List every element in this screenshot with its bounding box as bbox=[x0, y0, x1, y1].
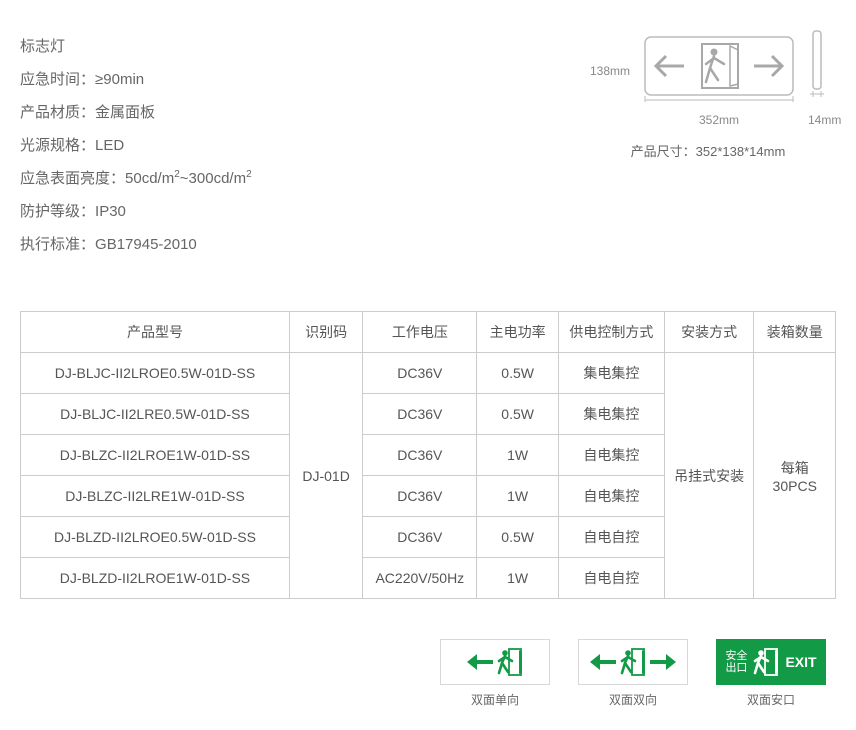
product-title: 标志灯 bbox=[20, 30, 252, 63]
cell-ctrl: 集电集控 bbox=[558, 353, 664, 394]
th-ctrl: 供电控制方式 bbox=[558, 312, 664, 353]
depth-dim-label: 14mm bbox=[808, 113, 826, 127]
cell-power: 0.5W bbox=[477, 394, 559, 435]
variant-list: 双面单向 双面双向 安全出口 EXIT 双面安口 bbox=[20, 639, 836, 708]
variant-label: 双面双向 bbox=[578, 691, 688, 708]
cell-model: DJ-BLZC-II2LROE1W-01D-SS bbox=[21, 435, 290, 476]
th-model: 产品型号 bbox=[21, 312, 290, 353]
variant-sign-icon bbox=[440, 639, 550, 685]
cell-voltage: DC36V bbox=[363, 353, 477, 394]
spec-line: 应急时间：≥90min bbox=[20, 63, 252, 96]
cell-ctrl: 集电集控 bbox=[558, 394, 664, 435]
spec-list: 标志灯 应急时间：≥90min 产品材质：金属面板 光源规格：LED 应急表面亮… bbox=[20, 30, 252, 261]
width-dim-label: 352mm bbox=[644, 113, 794, 127]
cell-voltage: DC36V bbox=[363, 394, 477, 435]
cell-install: 吊挂式安装 bbox=[664, 353, 754, 599]
variant-sign-icon: 安全出口 EXIT bbox=[716, 639, 826, 685]
product-table: 产品型号 识别码 工作电压 主电功率 供电控制方式 安装方式 装箱数量 DJ-B… bbox=[20, 311, 836, 599]
cell-power: 1W bbox=[477, 435, 559, 476]
dimension-diagram: 138mm bbox=[590, 30, 826, 160]
product-dims-text: 产品尺寸：352*138*14mm bbox=[590, 141, 826, 160]
th-idcode: 识别码 bbox=[289, 312, 362, 353]
cell-packing: 每箱30PCS bbox=[754, 353, 836, 599]
depth-side-icon bbox=[808, 30, 826, 111]
variant-label: 双面单向 bbox=[440, 691, 550, 708]
variant-sign-icon bbox=[578, 639, 688, 685]
variant-item: 安全出口 EXIT 双面安口 bbox=[716, 639, 826, 708]
cell-model: DJ-BLJC-II2LRE0.5W-01D-SS bbox=[21, 394, 290, 435]
cell-power: 1W bbox=[477, 558, 559, 599]
height-dim-label: 138mm bbox=[590, 64, 630, 78]
variant-label: 双面安口 bbox=[716, 691, 826, 708]
cell-power: 1W bbox=[477, 476, 559, 517]
th-voltage: 工作电压 bbox=[363, 312, 477, 353]
th-install: 安装方式 bbox=[664, 312, 754, 353]
spec-line: 光源规格：LED bbox=[20, 129, 252, 162]
cell-voltage: AC220V/50Hz bbox=[363, 558, 477, 599]
variant-item: 双面双向 bbox=[578, 639, 688, 708]
cell-ctrl: 自电集控 bbox=[558, 476, 664, 517]
cell-ctrl: 自电自控 bbox=[558, 517, 664, 558]
cell-voltage: DC36V bbox=[363, 435, 477, 476]
spec-line: 产品材质：金属面板 bbox=[20, 96, 252, 129]
spec-line: 防护等级：IP30 bbox=[20, 195, 252, 228]
variant-item: 双面单向 bbox=[440, 639, 550, 708]
cell-model: DJ-BLZD-II2LROE0.5W-01D-SS bbox=[21, 517, 290, 558]
exit-cn-label: 安全出口 bbox=[725, 650, 747, 674]
exit-en-label: EXIT bbox=[785, 654, 816, 670]
spec-line: 应急表面亮度：50cd/m2~300cd/m2 bbox=[20, 162, 252, 195]
cell-model: DJ-BLJC-II2LROE0.5W-01D-SS bbox=[21, 353, 290, 394]
cell-voltage: DC36V bbox=[363, 517, 477, 558]
cell-ctrl: 自电自控 bbox=[558, 558, 664, 599]
cell-model: DJ-BLZC-II2LRE1W-01D-SS bbox=[21, 476, 290, 517]
cell-voltage: DC36V bbox=[363, 476, 477, 517]
cell-model: DJ-BLZD-II2LROE1W-01D-SS bbox=[21, 558, 290, 599]
sign-outline-icon bbox=[644, 36, 794, 105]
cell-power: 0.5W bbox=[477, 353, 559, 394]
cell-ctrl: 自电集控 bbox=[558, 435, 664, 476]
th-power: 主电功率 bbox=[477, 312, 559, 353]
spec-line: 执行标准：GB17945-2010 bbox=[20, 228, 252, 261]
table-row: DJ-BLJC-II2LROE0.5W-01D-SSDJ-01DDC36V0.5… bbox=[21, 353, 836, 394]
th-packing: 装箱数量 bbox=[754, 312, 836, 353]
cell-idcode: DJ-01D bbox=[289, 353, 362, 599]
cell-power: 0.5W bbox=[477, 517, 559, 558]
